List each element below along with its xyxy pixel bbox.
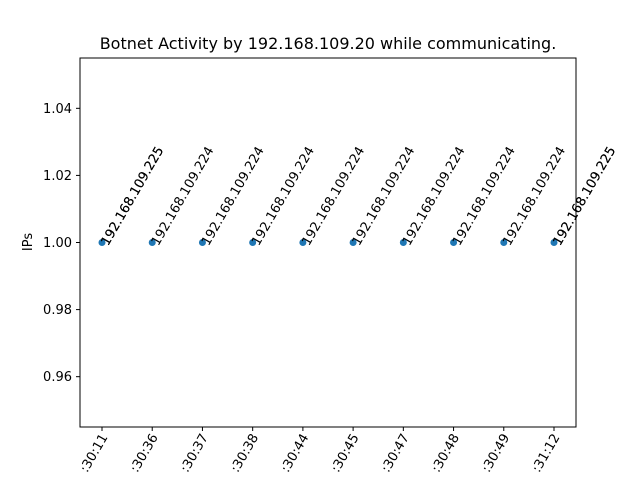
data-point (299, 239, 307, 246)
y-tick-label: 0.96 (43, 370, 72, 385)
data-point (98, 239, 106, 246)
data-point (450, 239, 458, 246)
chart-title: Botnet Activity by 192.168.109.20 while … (100, 34, 557, 53)
x-tick-label: :30:48 (429, 432, 463, 476)
data-point (399, 239, 407, 246)
data-point (148, 239, 156, 246)
x-tick-label: :30:37 (178, 432, 212, 476)
x-tick-label: :30:44 (278, 432, 312, 476)
y-tick-label: 0.98 (43, 303, 72, 318)
y-tick-label: 1.04 (43, 102, 72, 117)
data-point (249, 239, 257, 246)
x-tick-label: :30:36 (128, 432, 162, 476)
plot-area: 0.96 0.98 1.00 1.02 1.04 :30:11 :30:36 :30:37 :3… (43, 57, 619, 476)
y-tick-label: 1.02 (43, 169, 72, 184)
x-tick-label: :30:45 (329, 432, 363, 476)
data-point (550, 239, 558, 246)
x-tick-label: :30:47 (379, 432, 413, 476)
data-point (349, 239, 357, 246)
x-tick-label: :30:38 (228, 432, 262, 476)
y-axis-label: IPs (21, 233, 36, 251)
x-tick-label: :31:12 (530, 432, 564, 476)
x-tick-label: :30:49 (479, 432, 513, 476)
data-point (500, 239, 508, 246)
x-tick-label: :30:11 (78, 432, 112, 476)
data-point (198, 239, 206, 246)
y-tick-label: 1.00 (43, 236, 72, 251)
